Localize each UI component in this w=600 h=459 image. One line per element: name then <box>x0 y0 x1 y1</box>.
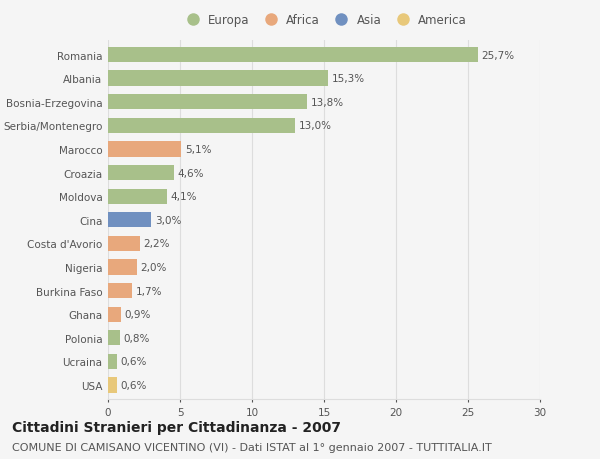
Text: 0,6%: 0,6% <box>120 357 146 367</box>
Text: COMUNE DI CAMISANO VICENTINO (VI) - Dati ISTAT al 1° gennaio 2007 - TUTTITALIA.I: COMUNE DI CAMISANO VICENTINO (VI) - Dati… <box>12 442 492 452</box>
Bar <box>108 95 307 110</box>
Text: 0,9%: 0,9% <box>125 309 151 319</box>
Bar <box>108 189 167 204</box>
Text: 15,3%: 15,3% <box>332 74 365 84</box>
Bar <box>108 118 295 134</box>
Text: 1,7%: 1,7% <box>136 286 163 296</box>
Legend: Europa, Africa, Asia, America: Europa, Africa, Asia, America <box>176 10 472 32</box>
Text: 2,2%: 2,2% <box>143 239 170 249</box>
Text: 13,8%: 13,8% <box>310 98 343 107</box>
Text: 13,0%: 13,0% <box>299 121 332 131</box>
Bar <box>108 260 137 275</box>
Bar <box>108 330 119 346</box>
Text: 3,0%: 3,0% <box>155 215 181 225</box>
Bar <box>108 307 121 322</box>
Bar <box>108 166 174 181</box>
Text: 25,7%: 25,7% <box>482 50 515 61</box>
Bar <box>108 283 133 299</box>
Text: 0,6%: 0,6% <box>120 380 146 390</box>
Text: Cittadini Stranieri per Cittadinanza - 2007: Cittadini Stranieri per Cittadinanza - 2… <box>12 420 341 434</box>
Bar <box>108 236 140 252</box>
Bar <box>108 48 478 63</box>
Bar <box>108 354 116 369</box>
Bar <box>108 213 151 228</box>
Bar <box>108 71 328 87</box>
Text: 2,0%: 2,0% <box>140 263 167 273</box>
Bar <box>108 142 181 157</box>
Text: 4,1%: 4,1% <box>170 192 197 202</box>
Bar <box>108 378 116 393</box>
Text: 0,8%: 0,8% <box>123 333 149 343</box>
Text: 5,1%: 5,1% <box>185 145 212 155</box>
Text: 4,6%: 4,6% <box>178 168 205 178</box>
